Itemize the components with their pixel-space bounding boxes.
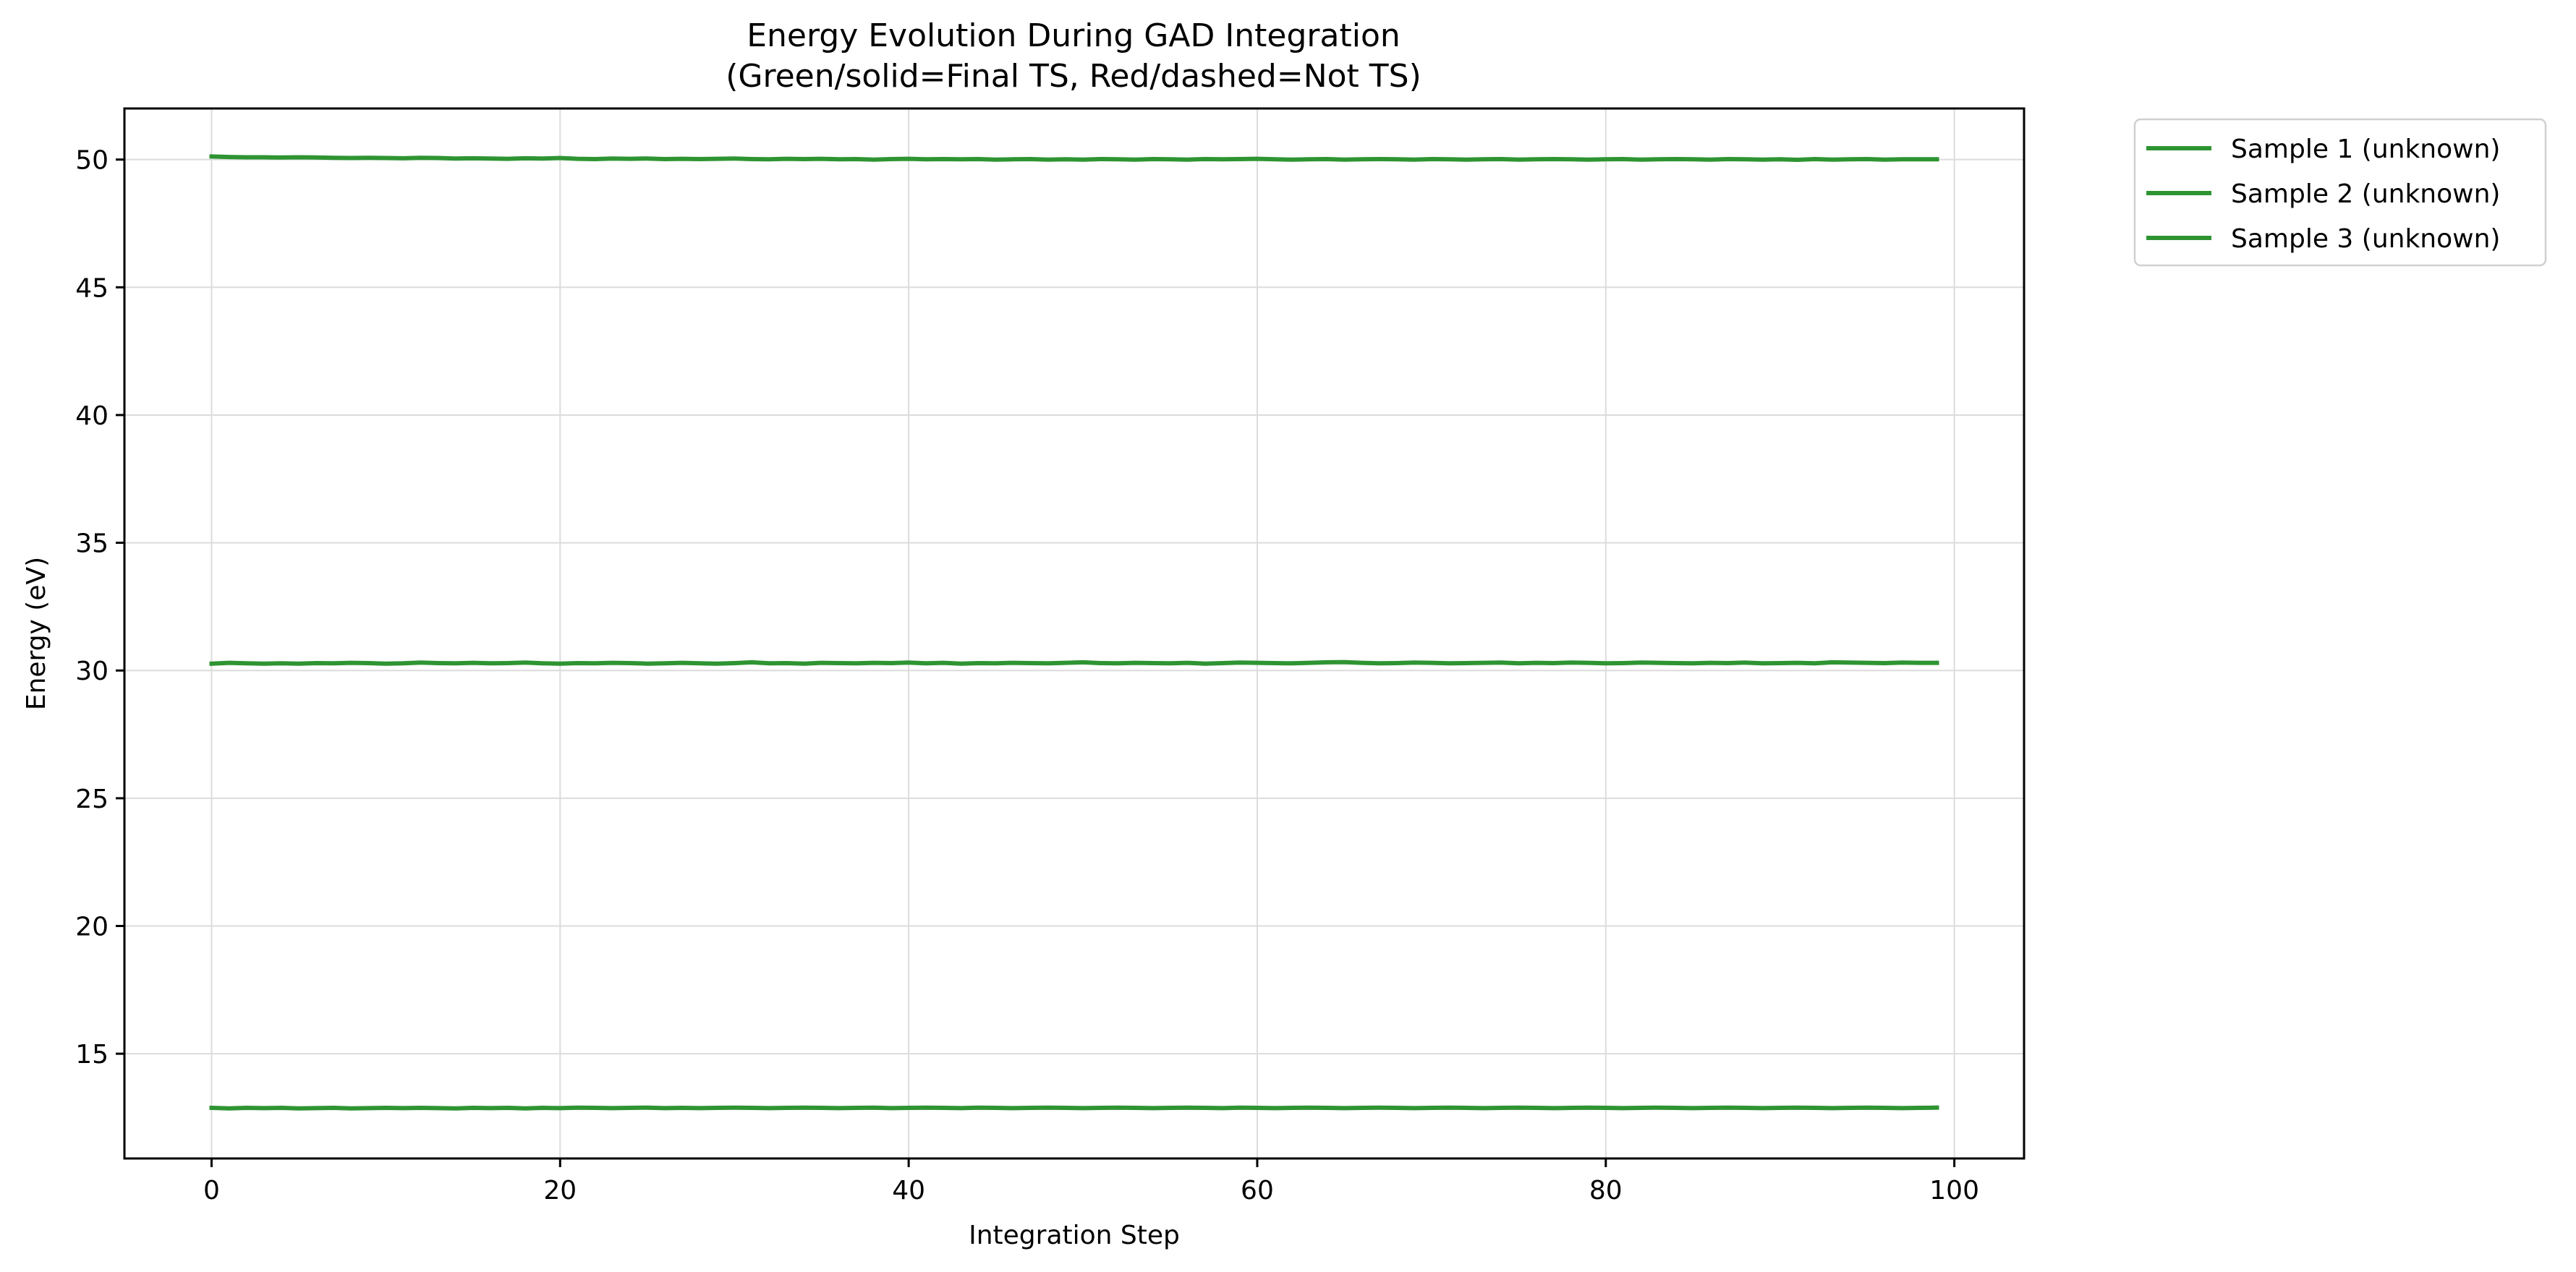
axis-ticks: 0 20 40 60 80 100 15 20 25 30 35 40 45 50 [75,146,1979,1205]
x-tick-label: 60 [1241,1176,1274,1205]
plot-area [124,108,2024,1158]
x-tick-label: 80 [1589,1176,1623,1205]
y-tick-label: 40 [75,401,109,431]
y-tick-label: 20 [75,913,109,942]
y-tick-label: 25 [75,785,109,814]
x-tick-label: 100 [1929,1176,1979,1205]
legend-entry-label: Sample 2 (unknown) [2231,179,2500,209]
chart-title-line-2: (Green/solid=Final TS, Red/dashed=Not TS… [726,58,1421,95]
y-tick-label: 50 [75,146,109,176]
x-tick-label: 40 [892,1176,925,1205]
y-tick-label: 15 [75,1040,109,1070]
series-line-sample-3 [209,1105,1939,1111]
series-line-sample-1 [209,154,1939,162]
chart-title-line-1: Energy Evolution During GAD Integration [747,17,1400,54]
y-tick-label: 30 [75,657,109,686]
legend-entry-label: Sample 3 (unknown) [2231,224,2500,254]
legend-entry-label: Sample 1 (unknown) [2231,135,2500,164]
y-tick-label: 35 [75,529,109,559]
y-tick-label: 45 [75,273,109,303]
y-axis-label: Energy (eV) [22,557,51,710]
series-group [209,154,1939,1111]
legend-frame [2133,118,2547,267]
series-line-sample-2 [209,660,1939,666]
x-axis-label: Integration Step [969,1221,1180,1250]
plot-frame [123,107,2025,1160]
x-tick-label: 20 [543,1176,577,1205]
x-tick-label: 0 [203,1176,220,1205]
legend: Sample 1 (unknown) Sample 2 (unknown) Samp… [2133,118,2547,267]
